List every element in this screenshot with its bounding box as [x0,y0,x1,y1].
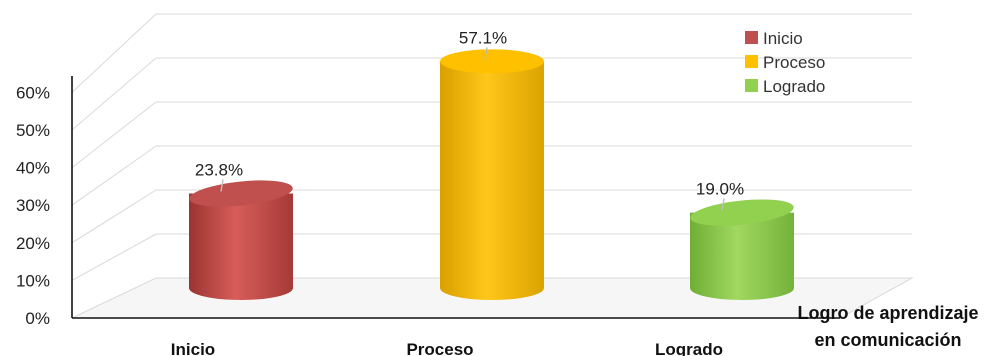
bar-top [189,180,293,207]
gridline-side [71,145,157,206]
bar-top [690,199,794,226]
bar-top [440,49,544,74]
y-tick-label: 0% [25,309,50,328]
legend-swatch [745,31,758,44]
bar-proceso [440,47,544,300]
data-label-leader [484,47,488,60]
legend-item-inicio: Inicio [745,29,803,48]
x-axis-title-line-1: Logro de aprendizaje [797,303,978,323]
y-tick-label: 40% [16,159,50,178]
x-axis-title-line-2: en comunicación [814,330,961,350]
y-tick-label: 20% [16,234,50,253]
bar-body [440,61,544,300]
legend-label: Proceso [763,53,825,72]
legend-label: Inicio [763,29,803,48]
y-tick-label: 50% [16,121,50,140]
legend-swatch [745,55,758,68]
data-label: 23.8% [195,161,243,180]
bars [189,47,794,300]
x-tick-label: Inicio [171,340,215,356]
y-tick-label: 10% [16,271,50,290]
legend: Inicio Proceso Logrado [745,29,825,96]
data-label: 19.0% [696,180,744,199]
y-tick-label: 60% [16,83,50,102]
data-label-leader [220,179,224,192]
gridline-side [71,57,157,131]
gridline-side [71,13,157,93]
x-tick-label: Logrado [655,340,723,356]
bar-body [690,212,794,300]
gridline-side [71,189,157,244]
axes [71,76,840,319]
y-tick-label: 30% [16,196,50,215]
labels: 0% 10% 20% 30% 40% 50% 60% 23.8% Inicio 57.1% Proc… [16,28,744,356]
gridline-side [71,233,157,281]
bar-body [189,193,293,300]
legend-item-logrado: Logrado [745,77,825,96]
bar-inicio [189,179,293,300]
x-tick-label: Proceso [406,340,473,356]
gridline-side [71,101,157,168]
data-label: 57.1% [459,28,507,47]
legend-swatch [745,79,758,92]
data-label-leader [721,198,725,211]
bar-logrado [690,198,794,300]
legend-item-proceso: Proceso [745,53,825,72]
legend-label: Logrado [763,77,825,96]
